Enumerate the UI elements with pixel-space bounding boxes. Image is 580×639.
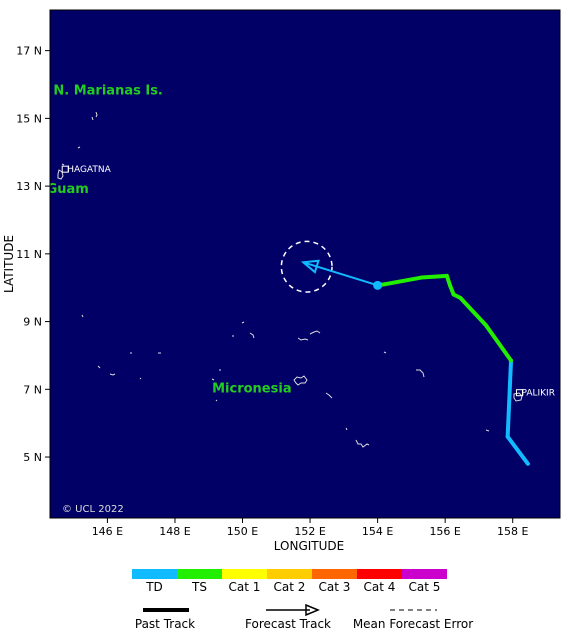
island-lamotrek — [232, 321, 245, 337]
map-frame — [49, 9, 561, 519]
legend-past-track-label: Past Track — [135, 617, 195, 631]
legend-category-label: Cat 1 — [229, 580, 261, 594]
x-tick-label: 150 E — [227, 525, 258, 538]
past-track-segment — [505, 358, 514, 439]
y-tick-label: 15 N — [16, 112, 42, 125]
island-ulithi — [97, 365, 101, 369]
y-tick-label: 13 N — [16, 180, 42, 193]
legend-category-label: Cat 5 — [409, 580, 441, 594]
island-saipan — [91, 111, 98, 121]
legend-swatch — [222, 569, 267, 579]
place-label: Micronesia — [212, 382, 291, 397]
island-ifalik — [215, 399, 218, 402]
forecast-track-line — [303, 261, 378, 287]
island-satawal — [249, 332, 255, 339]
legend-category-label: Cat 3 — [319, 580, 351, 594]
forecast-arrowhead — [300, 259, 320, 274]
copyright-text: © UCL 2022 — [62, 504, 124, 515]
legend-swatch — [402, 569, 447, 579]
island-nama — [345, 427, 348, 431]
storm-track — [280, 240, 530, 466]
past-track-segment — [382, 275, 424, 287]
legend-error-label: Mean Forecast Error — [353, 617, 473, 631]
x-tick-label: 156 E — [429, 525, 460, 538]
legend-category-label: Cat 4 — [364, 580, 396, 594]
current-position-marker — [373, 280, 383, 290]
legend: TD TS Cat 1 Cat 2 Cat 3 Cat 4 Cat 5 Past Track F… — [132, 569, 473, 631]
past-track-segment — [505, 434, 530, 466]
island-west-fayu — [297, 330, 321, 341]
legend-swatch — [357, 569, 402, 579]
place-labels: N. Marianas Is. Micronesia Guam — [47, 84, 292, 397]
island-rota — [61, 163, 65, 166]
legend-swatch — [177, 569, 222, 579]
island-nomoi-b — [355, 439, 370, 448]
y-axis-title: LATITUDE — [2, 235, 16, 293]
legend-forecast-track-label: Forecast Track — [245, 617, 331, 631]
island-eauripik — [139, 377, 142, 380]
x-tick-label: 148 E — [159, 525, 190, 538]
x-axis-title: LONGITUDE — [274, 539, 344, 553]
island-yap — [81, 314, 84, 318]
legend-category-label: Cat 2 — [274, 580, 306, 594]
city-label: PALIKIR — [521, 389, 555, 399]
island-pohnpei — [513, 392, 523, 402]
past-track-segment — [458, 295, 488, 327]
y-tick-label: 17 N — [16, 45, 42, 58]
city-marker — [61, 165, 69, 173]
place-label: Guam — [47, 182, 89, 197]
past-track-segment — [419, 273, 449, 280]
x-tick-label: 146 E — [92, 525, 123, 538]
legend-category-label: TS — [191, 580, 207, 594]
legend-category-label: TD — [145, 580, 163, 594]
island-mokil — [485, 429, 490, 432]
past-track-segment — [483, 322, 514, 363]
island-chuuk — [293, 375, 308, 386]
island-pingelap — [383, 351, 387, 354]
y-tick-label: 5 N — [23, 451, 42, 464]
island-fais — [109, 373, 116, 376]
city-marker — [515, 389, 523, 397]
island-ngatik — [416, 369, 425, 378]
place-label: N. Marianas Is. — [53, 84, 163, 99]
legend-swatch — [132, 569, 177, 579]
y-tick-label: 7 N — [23, 383, 42, 396]
y-tick-label: 9 N — [23, 316, 42, 329]
city-label: HAGATNA — [67, 165, 111, 175]
island-nomoi-a — [325, 392, 333, 399]
legend-swatch — [267, 569, 312, 579]
map-axes: 146 E 148 E 150 E 152 E 154 E 156 E 158 E 5 N 7 … — [16, 45, 528, 538]
city-markers: HAGATNA PALIKIR — [61, 165, 555, 399]
x-tick-label: 152 E — [294, 525, 325, 538]
x-tick-label: 158 E — [497, 525, 528, 538]
island-anatahan — [77, 146, 81, 149]
island-outlines — [57, 111, 523, 448]
y-tick-label: 11 N — [16, 248, 42, 261]
island-woleai — [211, 369, 221, 381]
legend-forecast-arrow — [305, 603, 320, 617]
x-tick-label: 154 E — [362, 525, 393, 538]
legend-swatch — [312, 569, 357, 579]
forecast-error-circle — [280, 240, 333, 293]
